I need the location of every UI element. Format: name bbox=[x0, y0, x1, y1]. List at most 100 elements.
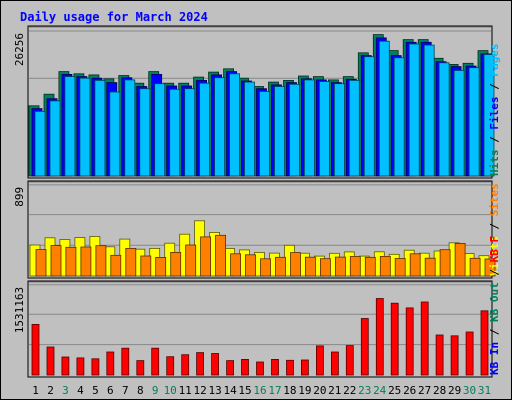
x-label-day-29: 29 bbox=[448, 384, 461, 397]
legend-separator: / bbox=[488, 216, 501, 236]
bar-kb-f-day-19 bbox=[300, 359, 309, 376]
bar-pages-day-2 bbox=[49, 100, 61, 177]
bar-kb-f-day-11 bbox=[181, 354, 190, 376]
bar-pages-day-14 bbox=[229, 73, 241, 177]
bar-kb-f-day-1 bbox=[31, 323, 40, 376]
bar-sites-day-12 bbox=[200, 236, 212, 277]
bar-sites-day-28 bbox=[439, 249, 451, 277]
legend-item: Hits bbox=[488, 150, 501, 177]
bar-sites-day-1 bbox=[35, 249, 47, 277]
legend-item: Sites bbox=[488, 183, 501, 216]
bar-sites-day-16 bbox=[260, 258, 271, 277]
x-label-day-20: 20 bbox=[313, 384, 326, 397]
bar-pages-day-15 bbox=[244, 81, 255, 177]
bar-pages-day-26 bbox=[408, 43, 420, 177]
bar-kb-f-day-9 bbox=[151, 347, 160, 376]
x-label-day-2: 2 bbox=[47, 384, 54, 397]
bar-kb-f-day-14 bbox=[226, 360, 235, 376]
bar-kb-f-day-13 bbox=[211, 353, 220, 376]
bar-sites-day-27 bbox=[424, 257, 436, 277]
x-label-day-28: 28 bbox=[433, 384, 446, 397]
plot-area bbox=[27, 280, 493, 378]
legend-separator: / bbox=[488, 130, 501, 150]
x-label-day-27: 27 bbox=[418, 384, 431, 397]
x-label-day-30: 30 bbox=[463, 384, 476, 397]
bar-sites-day-25 bbox=[394, 258, 406, 277]
x-label-day-7: 7 bbox=[122, 384, 129, 397]
legend-text: KB In / KB Out / KB F bbox=[488, 236, 501, 375]
x-label-day-9: 9 bbox=[152, 384, 159, 397]
bar-sites-day-8 bbox=[140, 255, 152, 277]
bar-pages-day-25 bbox=[393, 57, 405, 177]
legend-item: KB Out bbox=[488, 282, 501, 322]
bar-kb-f-day-6 bbox=[106, 351, 115, 376]
bar-sites-day-31 bbox=[484, 258, 496, 277]
panel-visits: 899 Visits / Sites bbox=[13, 180, 501, 279]
bar-kb-f-day-15 bbox=[241, 358, 249, 376]
legend-item: Files bbox=[488, 97, 501, 130]
bar-pages-day-8 bbox=[139, 88, 151, 177]
bar-kb-f-day-30 bbox=[465, 331, 474, 376]
bar-sites-day-14 bbox=[230, 253, 242, 277]
bar-pages-day-31 bbox=[483, 54, 495, 177]
bar-pages-day-6 bbox=[109, 91, 121, 177]
x-label-day-6: 6 bbox=[107, 384, 114, 397]
bar-sites-day-13 bbox=[215, 234, 227, 277]
bar-kb-f-day-3 bbox=[61, 356, 70, 376]
series-sites bbox=[35, 234, 496, 277]
bar-kb-f-day-18 bbox=[286, 359, 294, 376]
bar-pages-day-10 bbox=[169, 88, 181, 177]
bar-kb-f-day-24 bbox=[375, 298, 384, 376]
bar-pages-day-18 bbox=[289, 83, 300, 177]
x-label-day-22: 22 bbox=[343, 384, 356, 397]
legend-item: KB F bbox=[488, 236, 501, 263]
bar-kb-f-day-27 bbox=[420, 301, 429, 376]
bar-pages-day-30 bbox=[468, 67, 480, 177]
bar-pages-day-29 bbox=[453, 70, 465, 177]
bar-kb-f-day-26 bbox=[405, 307, 414, 376]
bar-pages-day-9 bbox=[154, 83, 166, 177]
bar-sites-day-20 bbox=[319, 258, 331, 277]
bar-pages-day-21 bbox=[333, 83, 345, 177]
bar-kb-f-day-10 bbox=[166, 356, 175, 376]
legend-separator: / bbox=[488, 77, 501, 97]
legend-kbytes: KB In / KB Out / KB F bbox=[488, 236, 501, 375]
x-axis-labels: 1 2 3 4 5 6 7 8 9 10 11 12 13 14 15 16 17 18 19 20 21 22 23 24 2… bbox=[32, 384, 491, 397]
bar-kb-f-day-28 bbox=[435, 334, 444, 376]
bar-kb-f-day-21 bbox=[330, 351, 339, 376]
bar-kb-f-day-5 bbox=[91, 358, 100, 376]
bar-kb-f-day-22 bbox=[345, 345, 354, 376]
bar-sites-day-11 bbox=[185, 244, 197, 277]
x-label-day-19: 19 bbox=[298, 384, 311, 397]
bar-kb-f-day-29 bbox=[450, 335, 459, 376]
bar-sites-day-5 bbox=[95, 245, 107, 277]
bar-sites-day-26 bbox=[409, 253, 421, 277]
panel-kbytes: 1531163 KB In / KB Out / KB F bbox=[13, 236, 501, 378]
bar-pages-day-4 bbox=[79, 77, 91, 177]
series-pages bbox=[34, 40, 495, 177]
x-label-day-11: 11 bbox=[179, 384, 192, 397]
bar-kb-f-day-17 bbox=[271, 358, 279, 376]
bar-pages-day-27 bbox=[423, 44, 435, 177]
bar-sites-day-24 bbox=[379, 255, 391, 277]
bar-sites-day-19 bbox=[304, 256, 316, 277]
legend-visits: Visits / Sites bbox=[488, 183, 501, 276]
x-label-day-15: 15 bbox=[238, 384, 251, 397]
bar-pages-day-24 bbox=[378, 40, 390, 177]
legend-hits: Hits / Files / Pages bbox=[488, 44, 501, 177]
bar-kb-f-day-31 bbox=[480, 310, 489, 376]
bar-pages-day-22 bbox=[348, 80, 360, 177]
legend-text: Visits / Sites bbox=[488, 183, 501, 276]
x-label-day-25: 25 bbox=[388, 384, 401, 397]
bar-sites-day-4 bbox=[80, 246, 92, 277]
chart-title: Daily usage for March 2024 bbox=[20, 10, 208, 24]
x-label-day-18: 18 bbox=[283, 384, 296, 397]
x-label-day-4: 4 bbox=[77, 384, 84, 397]
legend-separator: / bbox=[488, 262, 501, 282]
bar-pages-day-1 bbox=[34, 111, 46, 177]
bar-sites-day-6 bbox=[110, 254, 122, 277]
series-visits bbox=[29, 220, 490, 277]
bar-pages-day-23 bbox=[363, 56, 375, 177]
